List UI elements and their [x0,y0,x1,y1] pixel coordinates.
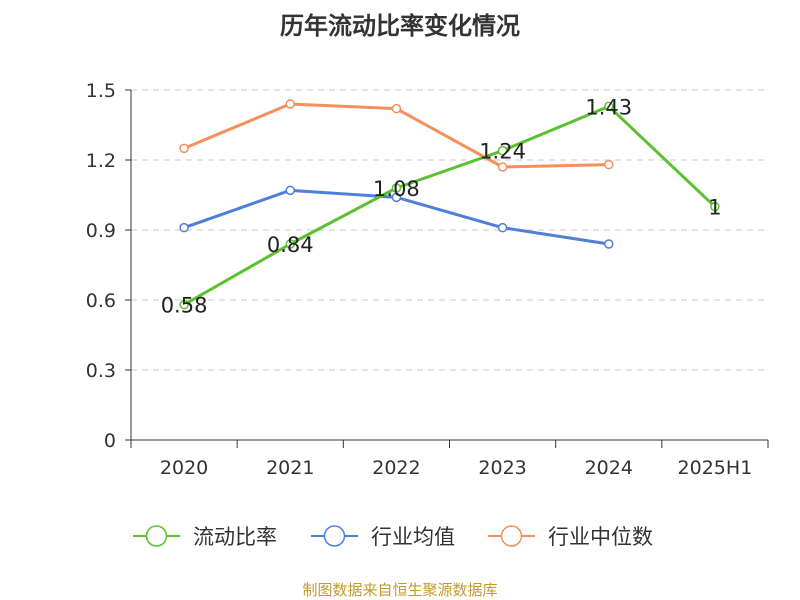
data-point [179,143,189,154]
legend-swatch-marker [323,525,346,547]
data-point [391,192,402,203]
data-label: 1.24 [479,140,526,164]
data-point [179,299,189,310]
series-line [183,104,716,306]
data-label: 1.43 [585,95,632,119]
data-point [179,222,189,233]
x-tick-label: 2024 [585,457,633,479]
data-point [391,103,402,114]
x-tick-label: 2025H1 [678,457,753,479]
data-point [497,222,508,233]
data-point [604,239,614,249]
y-tick-label: 0.6 [86,290,116,312]
series-line [183,102,609,169]
data-point [285,99,295,109]
chart-title: 历年流动比率变化情况 [280,12,520,40]
data-point [604,159,614,170]
data-label: 1.08 [373,177,420,201]
data-point [604,101,614,112]
y-tick-label: 0.3 [86,360,116,382]
y-tick-label: 0.9 [86,220,116,242]
y-tick-label: 0 [104,430,116,452]
data-point [285,185,295,196]
data-label: 1 [708,196,721,220]
legend-swatch-marker [500,525,523,547]
legend-label: 行业均值 [371,525,455,549]
data-point [497,162,508,172]
data-point [710,201,720,212]
x-tick-label: 2022 [372,457,420,479]
data-point [497,145,508,156]
x-tick-label: 2023 [478,457,526,479]
x-tick-label: 2020 [160,457,208,479]
data-point [391,183,402,193]
x-tick-label: 2021 [266,457,314,479]
legend-label: 流动比率 [193,525,277,549]
source-note: 制图数据来自恒生聚源数据库 [302,581,498,599]
legend-swatch-marker [145,525,168,547]
data-label: 0.84 [267,233,314,257]
data-point [285,239,295,249]
data-label: 0.58 [161,294,208,318]
y-tick-label: 1.2 [86,150,116,172]
legend-label: 行业中位数 [548,525,653,549]
y-tick-label: 1.5 [86,80,116,102]
